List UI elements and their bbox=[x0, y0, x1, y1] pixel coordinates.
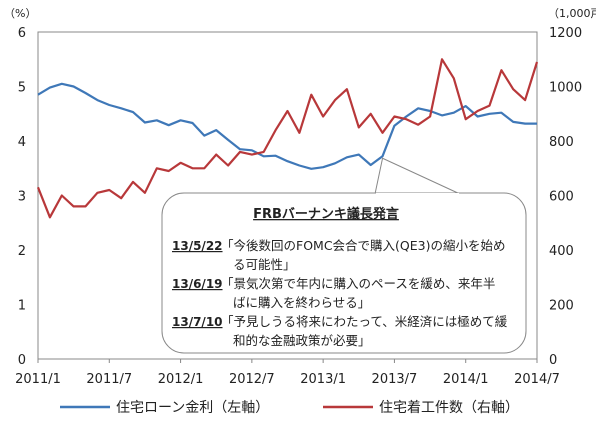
right-axis-tick-label: 1000 bbox=[549, 81, 582, 96]
callout-title: FRBバーナンキ議長発言 bbox=[253, 206, 399, 222]
left-axis-tick-label: 4 bbox=[18, 135, 26, 150]
legend-housing-starts-label: 住宅着工件数（右軸） bbox=[379, 400, 519, 416]
callout-quote-line: 「景気次第で年内に購入のペースを緩め、来年半 bbox=[221, 276, 495, 291]
callout-date: 13/6/19 bbox=[172, 277, 223, 291]
series-layer bbox=[36, 58, 539, 219]
x-axis-tick-label: 2014/1 bbox=[443, 372, 489, 387]
left-axis-tick-label: 0 bbox=[18, 353, 26, 368]
x-axis-tick-label: 2013/1 bbox=[300, 372, 346, 387]
x-axis-tick-label: 2013/7 bbox=[372, 372, 418, 387]
right-axis-tick-label: 1200 bbox=[549, 26, 582, 41]
legend-mortgage-rate-label: 住宅ローン金利（左軸） bbox=[116, 400, 269, 416]
callout-frame bbox=[161, 192, 527, 354]
left-axis-tick-label: 1 bbox=[18, 299, 26, 314]
plot-frame bbox=[37, 31, 538, 360]
callout-quote-line: ばに購入を終わらせる」 bbox=[233, 295, 370, 310]
callout-quote-line: る可能性」 bbox=[233, 257, 296, 272]
callout-quote-line: 「予見しうる将来にわたって、米経済には極めて緩 bbox=[221, 314, 508, 329]
left-axis-unit: （%） bbox=[4, 7, 36, 20]
right-axis-unit: （1,000戸） bbox=[548, 7, 596, 20]
left-axis-tick-label: 2 bbox=[18, 244, 26, 259]
right-axis-tick-label: 600 bbox=[549, 190, 574, 205]
right-axis-tick-label: 0 bbox=[549, 353, 557, 368]
mortgage-rate-line bbox=[37, 82, 537, 170]
callout-date: 13/7/10 bbox=[172, 315, 223, 329]
x-axis-tick-label: 2014/7 bbox=[514, 372, 560, 387]
callout-box: FRBバーナンキ議長発言 13/5/22「今後数回のFOMC会合で購入(QE3)の… bbox=[161, 157, 527, 354]
right-axis-tick-label: 200 bbox=[549, 299, 574, 314]
callout-pointer bbox=[374, 157, 461, 195]
callout-quote-line: 「今後数回のFOMC会合で購入(QE3)の縮小を始め bbox=[221, 238, 506, 253]
x-axis-tick-label: 2012/7 bbox=[229, 372, 275, 387]
callout-quote-line: 和的な金融政策が必要」 bbox=[233, 333, 371, 348]
legend: 住宅ローン金利（左軸） 住宅着工件数（右軸） bbox=[60, 400, 519, 416]
callout-date: 13/5/22 bbox=[172, 239, 223, 253]
left-axis-tick-label: 5 bbox=[18, 81, 26, 96]
x-axis-tick-label: 2011/1 bbox=[15, 372, 61, 387]
left-axis-tick-label: 6 bbox=[18, 26, 26, 41]
x-axis-tick-label: 2011/7 bbox=[86, 372, 132, 387]
left-axis-tick-label: 3 bbox=[18, 190, 26, 205]
axes: 0 1 2 3 4 5 6 （%） 0 200 400 600 800 1000 1200 （1,000戸） 2… bbox=[4, 7, 596, 387]
right-axis-tick-label: 400 bbox=[549, 244, 574, 259]
x-axis-tick-label: 2012/1 bbox=[158, 372, 204, 387]
right-axis-tick-label: 800 bbox=[549, 135, 574, 150]
